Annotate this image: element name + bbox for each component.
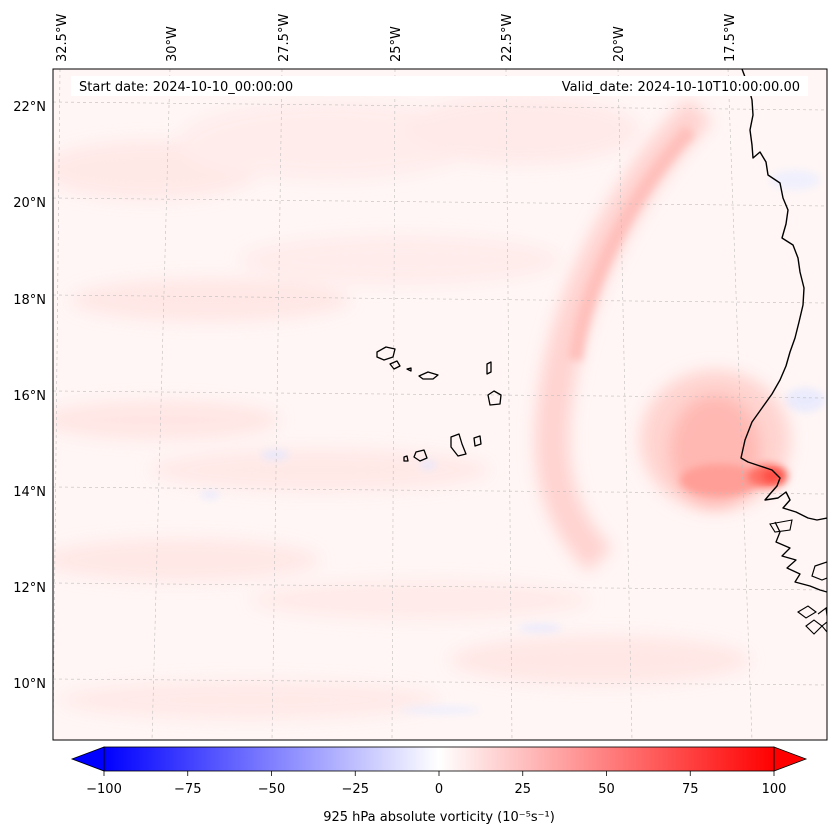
lon-label: 25°W — [389, 26, 404, 62]
lon-label: 22.5°W — [500, 14, 515, 62]
lon-label: 32.5°W — [55, 14, 70, 62]
island-sal — [486, 361, 492, 375]
lat-label: 16°N — [13, 389, 46, 404]
island-sao-vicente — [389, 360, 401, 370]
island-brava — [403, 455, 409, 462]
map-frame — [52, 68, 828, 741]
graticule — [53, 69, 827, 740]
vorticity-maximum — [640, 370, 790, 510]
colorbar-label: 925 hPa absolute vorticity (10⁻⁵s⁻¹) — [323, 810, 555, 825]
island-sao-nicolau — [418, 371, 439, 380]
vorticity-field — [53, 95, 825, 720]
lat-label: 18°N — [13, 293, 46, 308]
colorbar-extend-high — [773, 746, 808, 772]
colorbar-tick-label: 75 — [682, 782, 699, 797]
island-santo-antao — [376, 346, 396, 361]
colorbar-gradient — [104, 747, 774, 771]
map-panel: Start date: 2024-10-10_00:00:00 Valid_da… — [13, 14, 828, 741]
colorbar-tick-label: −50 — [258, 782, 285, 797]
longitude-labels: 32.5°W 30°W 27.5°W 25°W 22.5°W 20°W 17.5… — [55, 14, 738, 62]
lat-label: 10°N — [13, 677, 46, 692]
lon-label: 30°W — [165, 26, 180, 62]
colorbar-tick-label: −100 — [86, 782, 122, 797]
island-boa-vista — [487, 390, 502, 406]
lat-label: 20°N — [13, 196, 46, 211]
cabo-verde-islands — [376, 346, 502, 462]
island-santiago — [450, 433, 467, 457]
island-santa-luzia — [406, 367, 412, 372]
lat-label: 22°N — [13, 100, 46, 115]
colorbar-tick-label: 0 — [435, 782, 443, 797]
colorbar-extend-low — [70, 746, 105, 772]
lat-label: 14°N — [13, 485, 46, 500]
latitude-labels: 22°N 20°N 18°N 16°N 14°N 12°N 10°N — [13, 100, 46, 692]
colorbar-tick-label: 100 — [762, 782, 787, 797]
annotation-box — [71, 76, 808, 96]
colorbar-tick-label: −25 — [342, 782, 369, 797]
colorbar: −100 −75 −50 −25 0 25 50 75 100 925 hPa absolute… — [70, 746, 808, 825]
coastline — [740, 69, 827, 635]
colorbar-ticks: −100 −75 −50 −25 0 25 50 75 100 — [86, 771, 786, 797]
valid-date-label: Valid_date: 2024-10-10T10:00:00.00 — [562, 80, 800, 95]
colorbar-tick-label: 50 — [598, 782, 615, 797]
lon-label: 20°W — [612, 26, 627, 62]
island-fogo — [413, 449, 428, 462]
island-maio — [473, 435, 482, 447]
lon-label: 27.5°W — [277, 14, 292, 62]
colorbar-tick-label: −75 — [174, 782, 201, 797]
start-date-label: Start date: 2024-10-10_00:00:00 — [79, 80, 293, 95]
colorbar-tick-label: 25 — [514, 782, 531, 797]
lon-label: 17.5°W — [723, 14, 738, 62]
lat-label: 12°N — [13, 581, 46, 596]
african-coastline — [740, 69, 827, 521]
